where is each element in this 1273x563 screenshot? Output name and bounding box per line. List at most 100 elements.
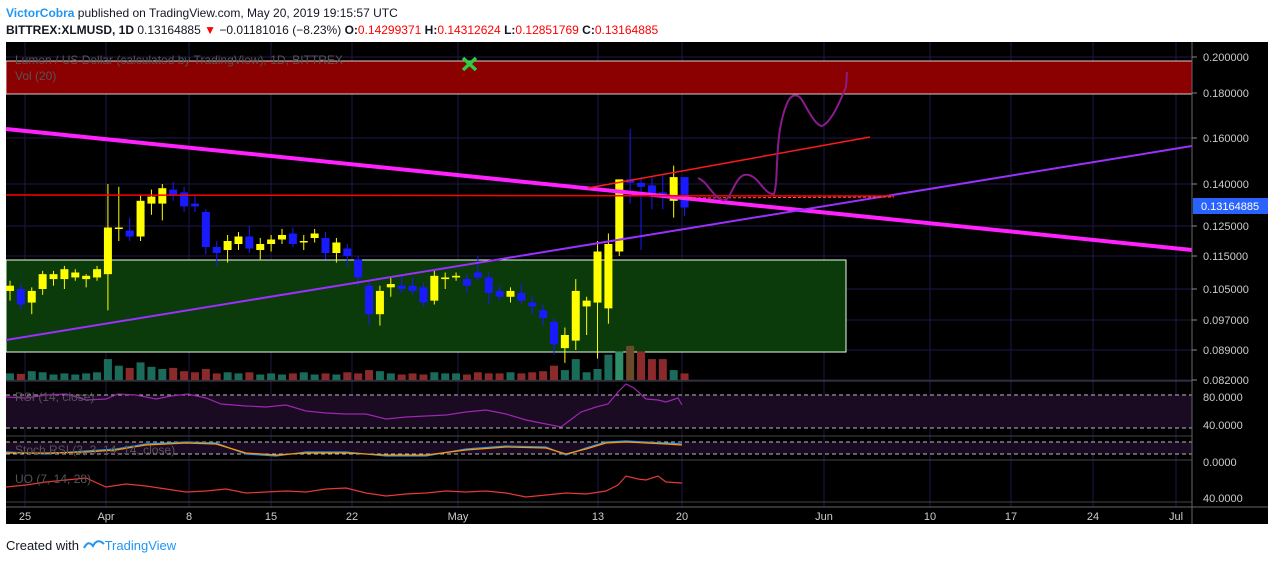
horizontal-resistance-line[interactable] <box>5 194 895 197</box>
candle-body[interactable] <box>245 236 254 249</box>
candle-body[interactable] <box>669 177 678 201</box>
rsi-label: RSI (14, close) <box>15 390 94 404</box>
candle-body[interactable] <box>82 275 91 280</box>
candle-body[interactable] <box>647 185 656 196</box>
candle-body[interactable] <box>637 182 646 187</box>
candle-body[interactable] <box>190 203 199 207</box>
candle-body[interactable] <box>16 289 25 305</box>
candle-body[interactable] <box>365 285 374 315</box>
candle-body[interactable] <box>604 244 613 309</box>
candle-body[interactable] <box>278 235 286 240</box>
candle-body[interactable] <box>180 192 189 207</box>
candle-body[interactable] <box>354 259 363 278</box>
candle-body[interactable] <box>386 284 395 288</box>
candle-body[interactable] <box>299 241 308 243</box>
author-name[interactable]: VictorCobra <box>6 6 75 20</box>
tradingview-link[interactable]: TradingView <box>104 538 177 553</box>
candle-body[interactable] <box>6 285 14 291</box>
volume-bar <box>430 372 439 380</box>
candle-body[interactable] <box>408 285 417 291</box>
candle-body[interactable] <box>560 335 569 349</box>
candle-body[interactable] <box>234 236 243 245</box>
volume-bar <box>310 374 319 380</box>
vol-label: Vol (20) <box>15 69 56 83</box>
candle-body[interactable] <box>343 248 352 257</box>
candle-body[interactable] <box>495 290 504 297</box>
projection-path <box>697 71 848 202</box>
stoch-band <box>6 442 1192 454</box>
candle-body[interactable] <box>212 247 221 253</box>
volume-bar <box>158 369 167 380</box>
candle-body[interactable] <box>169 189 178 196</box>
candle-body[interactable] <box>125 230 134 237</box>
tradingview-logo-icon[interactable] <box>82 538 105 553</box>
candle-body[interactable] <box>571 290 580 341</box>
chart-area[interactable]: Lumen / US Dollar (calculated by Trading… <box>5 42 1268 524</box>
support-zone[interactable] <box>5 259 847 353</box>
volume-bar <box>571 359 580 380</box>
candle-body[interactable] <box>332 242 341 254</box>
indicator-tick-label: 40.0000 <box>1203 493 1243 505</box>
volume-bar <box>38 372 47 380</box>
candle-body[interactable] <box>201 212 210 247</box>
candle-body[interactable] <box>375 290 384 315</box>
candle-body[interactable] <box>441 277 450 280</box>
volume-bars <box>6 345 689 380</box>
candle-body[interactable] <box>680 177 689 208</box>
chart-svg[interactable]: Lumen / US Dollar (calculated by Trading… <box>5 42 1268 524</box>
volume-bar <box>495 373 504 380</box>
candle-body[interactable] <box>147 196 156 204</box>
volume-bar <box>550 365 558 380</box>
candle-body[interactable] <box>256 244 265 250</box>
candle-body[interactable] <box>49 274 58 280</box>
volume-bar <box>332 374 341 380</box>
candle-body[interactable] <box>288 233 297 245</box>
volume-bar <box>60 373 69 380</box>
candle-body[interactable] <box>321 238 330 253</box>
time-tick-label: 20 <box>676 511 688 523</box>
candle-body[interactable] <box>517 292 526 301</box>
channel-top-line[interactable] <box>587 136 871 189</box>
candle-body[interactable] <box>419 287 428 303</box>
candle-body[interactable] <box>615 179 624 252</box>
candle-body[interactable] <box>550 321 558 345</box>
candle-body[interactable] <box>397 285 406 289</box>
candle-body[interactable] <box>582 300 591 307</box>
volume-bar <box>354 373 363 380</box>
volume-bar <box>234 373 243 380</box>
candle-body[interactable] <box>658 192 667 196</box>
resistance-zone[interactable] <box>5 60 1193 95</box>
volume-bar <box>408 373 417 380</box>
downtrend-line[interactable] <box>5 127 1193 252</box>
candle-body[interactable] <box>114 227 123 230</box>
candle-body[interactable] <box>484 277 493 293</box>
candle-body[interactable] <box>452 275 461 278</box>
candle-body[interactable] <box>93 269 102 278</box>
uo-line <box>5 475 683 498</box>
candle-body[interactable] <box>71 272 80 278</box>
candle-body[interactable] <box>223 241 232 250</box>
volume-bar <box>190 372 199 380</box>
candle-body[interactable] <box>310 233 319 239</box>
volume-bar <box>473 372 482 380</box>
candle-body[interactable] <box>473 272 482 278</box>
candle-body[interactable] <box>462 279 471 286</box>
volume-bar <box>517 373 526 380</box>
candle-body[interactable] <box>267 239 276 245</box>
candle-body[interactable] <box>528 302 537 307</box>
candle-body[interactable] <box>539 310 548 319</box>
candle-body[interactable] <box>38 274 47 289</box>
candle-body[interactable] <box>593 251 602 303</box>
candle-body[interactable] <box>506 290 515 297</box>
candle-body[interactable] <box>136 200 145 237</box>
volume-bar <box>321 373 330 380</box>
candle-body[interactable] <box>60 269 69 280</box>
candle-body[interactable] <box>430 275 439 301</box>
uptrend-line[interactable] <box>5 145 1193 341</box>
volume-bar <box>288 373 297 380</box>
candle-body[interactable] <box>103 227 112 275</box>
footer: Created with TradingView <box>6 538 176 553</box>
volume-bar <box>560 370 569 380</box>
candle-body[interactable] <box>27 290 36 303</box>
high-label: H: <box>424 23 438 37</box>
